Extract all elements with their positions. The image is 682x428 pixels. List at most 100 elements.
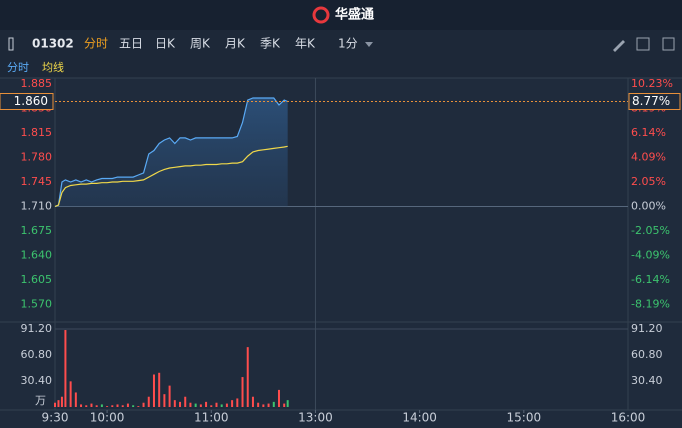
tab[interactable]: 日K [155,37,176,51]
volume-bar [85,405,88,407]
volume-bar [277,389,280,407]
volume-bar [225,403,228,407]
volume-bar [152,374,155,407]
header-bar [0,0,682,30]
volume-bar [246,347,249,407]
volume-tick-label: 30.40 [21,374,53,387]
volume-bar [158,372,161,407]
x-tick-label: 13:00 [298,411,333,425]
last-price-label: 1.860 [14,94,48,108]
x-tick-label: 16:00 [611,411,646,425]
tab[interactable]: 五日 [119,37,143,51]
last-change-label: 8.77% [632,94,670,108]
dropdown-arrow[interactable] [365,42,373,47]
y2-tick-label: 0.00% [631,199,666,212]
volume-bar [100,404,103,407]
volume-bar [163,394,166,407]
volume-bar [54,402,56,407]
volume-bar [267,403,270,407]
series-line [54,145,288,208]
y2-tick-label: 2.05% [631,175,666,188]
volume-bar [168,385,171,407]
volume-bar [74,392,77,407]
y-tick-label: 1.605 [21,273,53,286]
app-title: 华盛通 [335,7,374,23]
volume-bar [184,396,187,407]
volume-bar [257,402,260,407]
y2-tick-label: 4.09% [631,151,666,164]
volume-bar [241,377,244,407]
x-tick-label: 15:00 [507,411,542,425]
volume-bar [147,396,150,407]
y2-tick-label: -2.05% [631,224,670,237]
volume-bar [286,400,289,407]
volume-bar [121,405,124,407]
volume-bar [64,330,67,407]
volume-bar [60,396,63,407]
tab[interactable]: 年K [295,37,316,51]
volume-bar [205,401,208,407]
volume-bar [231,400,234,407]
x-tick-label: 10:00 [90,411,125,425]
y-tick-label: 1.815 [21,126,53,139]
volume-bar [210,405,213,407]
settings-icon[interactable] [662,37,675,51]
volume-bar [57,400,60,407]
volume-bar [251,396,254,407]
tab[interactable]: 周K [190,37,211,51]
volume-bar [90,403,93,407]
y2-tick-label: -8.19% [631,298,670,311]
volume-bar [236,398,239,407]
volume-bar [132,405,135,407]
volume-bar [137,406,140,407]
volume-tick-label: 91.20 [631,322,663,335]
volume-tick-label: 30.40 [631,374,663,387]
y-tick-label: 1.640 [21,249,53,262]
tab[interactable]: 1分 [338,37,358,51]
volume-bar [215,402,218,407]
y-tick-label: 1.780 [21,151,53,164]
toolbar [0,30,682,58]
volume-bar [272,401,275,407]
x-tick-label: 11:00 [194,411,229,425]
volume-bar [199,404,202,407]
collapse-icon[interactable] [8,37,14,51]
y2-tick-label: -4.09% [631,248,670,261]
expand-icon[interactable] [636,37,650,51]
price-area [55,98,288,207]
volume-bar [179,401,182,407]
volume-bar [142,402,145,407]
tab[interactable]: 季K [260,37,281,51]
logo [312,6,330,24]
volume-unit: 万 [35,394,46,407]
volume-bar [173,400,176,407]
y-tick-label: 1.745 [21,175,53,188]
volume-tick-label: 60.80 [631,348,663,361]
volume-bar [262,404,265,407]
volume-tick-label: 60.80 [21,348,53,361]
tab[interactable]: 月K [225,37,246,51]
y2-tick-label: -6.14% [631,273,670,286]
draw-icon[interactable] [613,40,625,52]
tab[interactable]: 分时 [84,37,108,51]
volume-tick-label: 91.20 [21,322,53,335]
volume-bar [80,404,83,407]
last-change-box [628,93,681,110]
y-tick-label: 1.710 [21,200,53,213]
volume-bar [69,381,72,407]
y-tick-label: 1.570 [21,298,53,311]
volume-bar [95,405,98,407]
volume-bar [283,403,286,407]
volume-bar [189,402,192,407]
legend-entry: 均线 [42,60,64,74]
series-line [54,97,288,208]
volume-bar [220,404,223,407]
plot-bg [0,78,682,428]
y-tick-label: 1.675 [21,224,53,237]
y-tick-label: 1.885 [21,77,53,90]
stock-code: 01302 [32,37,74,51]
volume-bar [111,405,114,407]
x-tick-label: 9:30 [42,411,69,425]
volume-bar [194,403,197,407]
last-price-box [0,93,54,110]
